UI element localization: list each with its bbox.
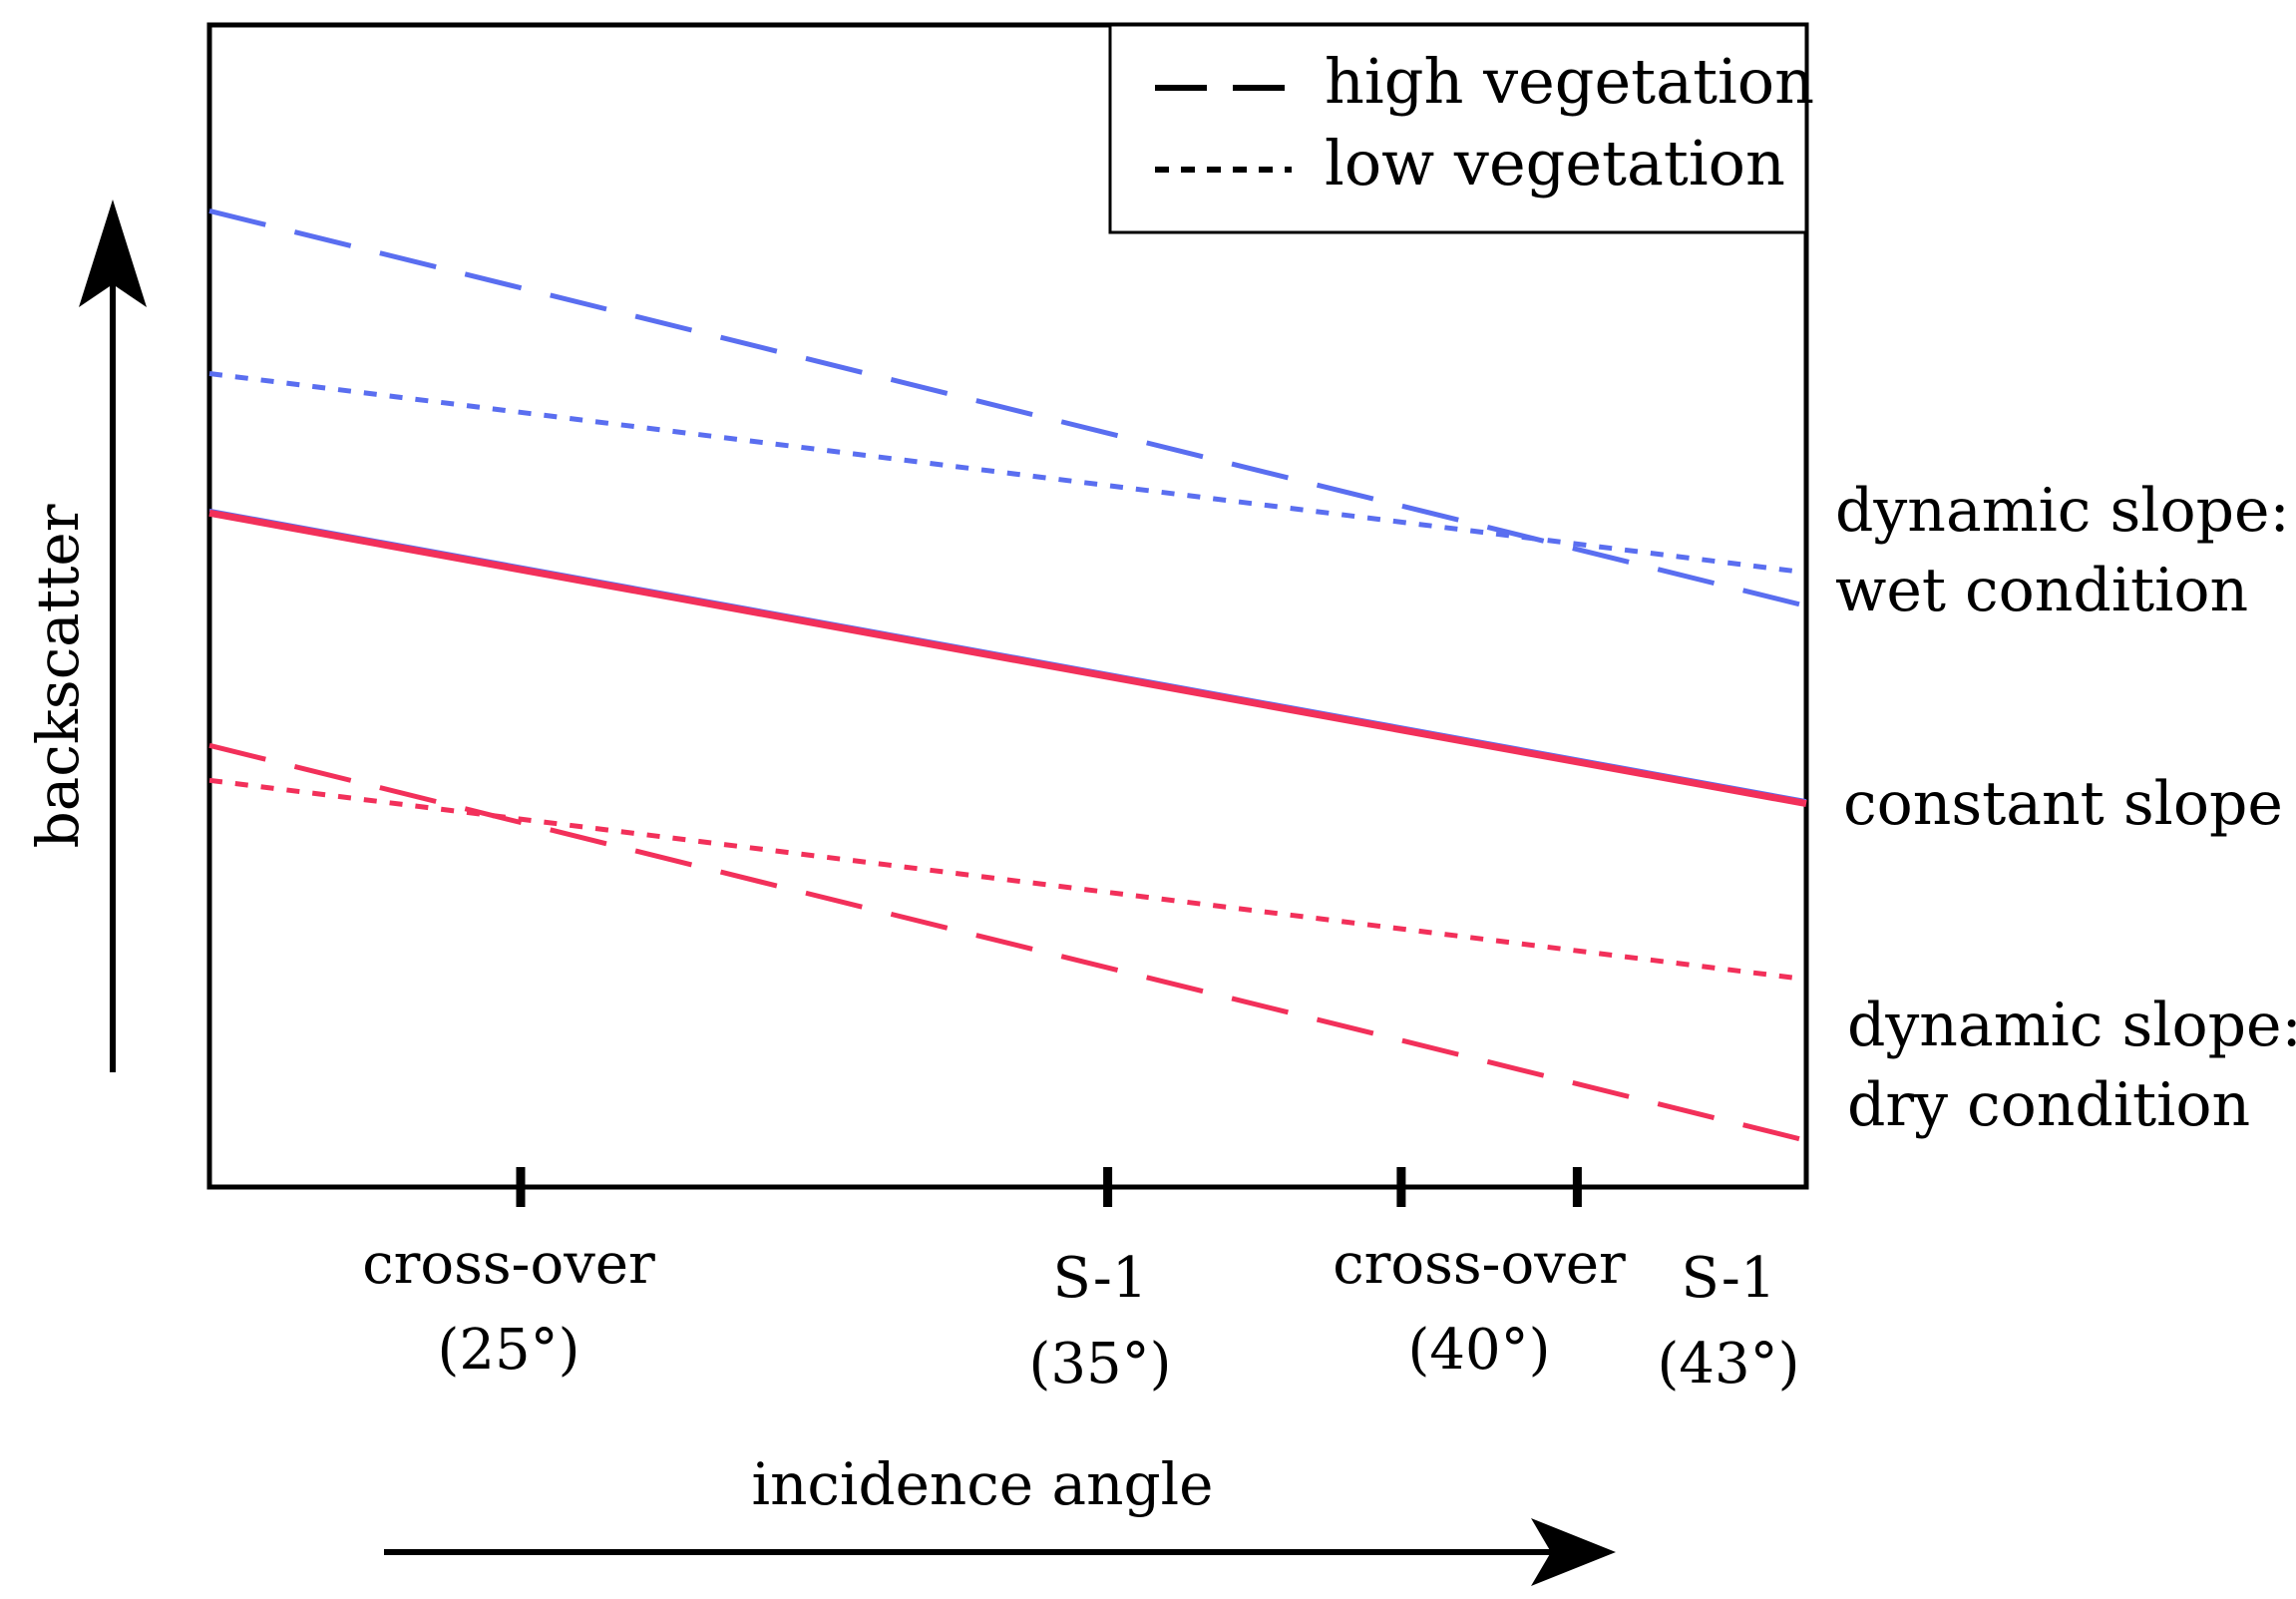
series-line-wet-high-vegetation [208, 207, 1807, 608]
group-label-wet-line1: dynamic slope: [1835, 476, 2290, 546]
tick-label-43-line2: (43°) [1658, 1332, 1800, 1397]
x-tick-labels: cross-over (25°) S-1 (35°) cross-over (4… [362, 1232, 1799, 1397]
group-labels: dynamic slope: wet condition constant sl… [1835, 476, 2296, 1140]
series-line-wet-low-vegetation [208, 371, 1795, 574]
tick-label-35-line1: S-1 [1053, 1246, 1148, 1311]
x-ticks [516, 1167, 1582, 1207]
tick-label-43-line1: S-1 [1682, 1246, 1776, 1311]
group-label-dry-line2: dry condition [1847, 1070, 2250, 1140]
x-axis-arrow [384, 1518, 1616, 1586]
series-layer [208, 207, 1807, 1143]
series-line-constant-slope [208, 509, 1807, 808]
group-label-dry-line1: dynamic slope: [1847, 991, 2296, 1060]
legend-label-high-vegetation: high vegetation [1325, 45, 1814, 118]
plot-frame [206, 22, 1809, 1190]
tick-label-35-line2: (35°) [1029, 1332, 1172, 1397]
tick-label-25-line2: (25°) [438, 1318, 580, 1383]
tick-label-40-line2: (40°) [1408, 1318, 1551, 1383]
legend-box [1108, 23, 1808, 234]
tick-label-25-line1: cross-over [362, 1232, 655, 1297]
x-axis-title: incidence angle [752, 1450, 1214, 1518]
series-line-dry-high-vegetation [208, 742, 1807, 1143]
y-axis-title: backscatter [24, 504, 92, 848]
tick-label-40-line1: cross-over [1333, 1232, 1626, 1297]
series-line-dry-low-vegetation [208, 777, 1795, 981]
y-axis-arrow [79, 200, 147, 1072]
legend: high vegetation low vegetation [1108, 23, 1814, 234]
group-label-constant: constant slope [1843, 769, 2283, 839]
legend-label-low-vegetation: low vegetation [1325, 127, 1785, 200]
group-label-wet-line2: wet condition [1835, 556, 2248, 625]
